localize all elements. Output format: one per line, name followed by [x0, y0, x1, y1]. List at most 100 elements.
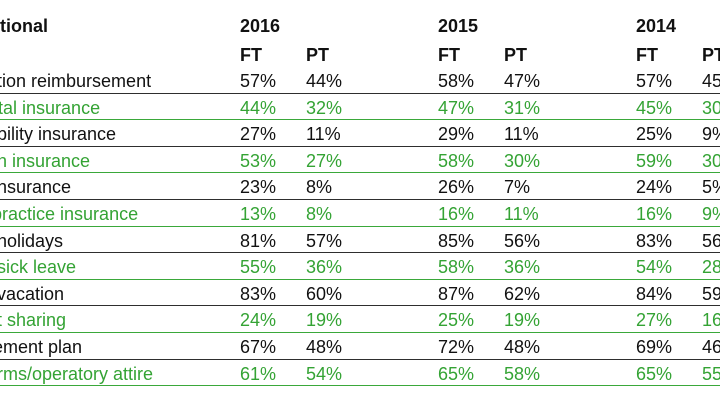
row-label: ofit sharing: [0, 310, 67, 331]
table-row: id vacation 83% 60% 87% 62% 84% 59: [0, 280, 720, 307]
value-pt-2016: 54%: [306, 363, 343, 384]
row-label: id holidays: [0, 230, 64, 251]
value-pt-2015: 56%: [504, 230, 541, 251]
value-ft-2016: 61%: [240, 363, 277, 384]
table-row: id holidays 81% 57% 85% 56% 83% 56: [0, 227, 720, 254]
value-pt-2015: 36%: [504, 257, 541, 278]
value-pt-2015: 48%: [504, 337, 541, 357]
value-ft-2016: 81%: [240, 230, 277, 251]
value-pt-2014: 59: [702, 283, 720, 304]
value-ft-2015: 65%: [438, 363, 475, 384]
year-2016-header: 2016: [240, 16, 281, 36]
value-pt-2016: 11%: [306, 124, 341, 145]
row-label: e insurance: [0, 177, 72, 198]
value-ft-2014: 84%: [636, 283, 673, 304]
value-ft-2014: 59%: [636, 150, 673, 171]
value-pt-2015: 62%: [504, 283, 541, 304]
value-ft-2016: 55%: [240, 257, 277, 278]
pt-header-2014: PT: [702, 45, 720, 65]
table-row: ental insurance 44% 32% 47% 31% 45% 30: [0, 94, 720, 121]
pt-header-2016: PT: [306, 45, 330, 65]
row-label: tuition reimbursement: [0, 71, 152, 91]
value-ft-2015: 47%: [438, 97, 475, 118]
table-row: alth insurance 53% 27% 58% 30% 59% 30: [0, 147, 720, 174]
value-ft-2015: 72%: [438, 337, 475, 357]
value-ft-2015: 25%: [438, 310, 475, 331]
value-ft-2014: 27%: [636, 310, 673, 331]
value-pt-2015: 30%: [504, 150, 541, 171]
value-pt-2014: 16: [702, 310, 720, 331]
value-pt-2014: 45: [702, 71, 720, 91]
value-ft-2015: 29%: [438, 124, 475, 145]
value-ft-2016: 27%: [240, 124, 277, 145]
value-ft-2015: 58%: [438, 257, 475, 278]
row-label: iforms/operatory attire: [0, 363, 154, 384]
value-ft-2016: 44%: [240, 97, 277, 118]
value-pt-2014: 9%: [702, 124, 720, 145]
value-ft-2014: 83%: [636, 230, 673, 251]
value-ft-2015: 58%: [438, 150, 475, 171]
table-row: e insurance 23% 8% 26% 7% 24% 5%: [0, 173, 720, 200]
value-ft-2014: 45%: [636, 97, 673, 118]
value-pt-2016: 60%: [306, 283, 343, 304]
row-label: alpractice insurance: [0, 204, 139, 224]
value-pt-2014: 46: [702, 337, 720, 357]
ft-header-2015: FT: [438, 45, 460, 65]
value-ft-2014: 65%: [636, 363, 673, 384]
row-label: alth insurance: [0, 150, 91, 171]
value-pt-2015: 7%: [504, 177, 531, 198]
value-ft-2016: 13%: [240, 204, 277, 224]
value-pt-2016: 8%: [306, 204, 333, 224]
row-label: tirement plan: [0, 337, 83, 357]
value-pt-2016: 57%: [306, 230, 343, 251]
value-ft-2015: 85%: [438, 230, 475, 251]
value-pt-2016: 27%: [306, 150, 343, 171]
value-pt-2014: 30: [702, 97, 720, 118]
value-pt-2014: 5%: [702, 177, 720, 198]
value-ft-2016: 53%: [240, 150, 277, 171]
value-ft-2014: 16%: [636, 204, 673, 224]
table-row: id sick leave 55% 36% 58% 36% 54% 28: [0, 253, 720, 280]
value-ft-2014: 69%: [636, 337, 673, 357]
value-ft-2015: 16%: [438, 204, 475, 224]
row-label: sability insurance: [0, 124, 117, 145]
ft-header-2014: FT: [636, 45, 658, 65]
value-ft-2016: 24%: [240, 310, 277, 331]
table-row: iforms/operatory attire 61% 54% 65% 58% 65% 55: [0, 360, 720, 387]
value-pt-2014: 28: [702, 257, 720, 278]
value-pt-2015: 47%: [504, 71, 541, 91]
value-pt-2016: 36%: [306, 257, 343, 278]
value-pt-2016: 8%: [306, 177, 333, 198]
table-row: ofit sharing 24% 19% 25% 19% 27% 16: [0, 306, 720, 333]
value-ft-2014: 24%: [636, 177, 673, 198]
value-ft-2016: 67%: [240, 337, 277, 357]
pt-header-2015: PT: [504, 45, 528, 65]
value-pt-2014: 9%: [702, 204, 720, 224]
table-row: tirement plan 67% 48% 72% 48% 69% 46: [0, 333, 720, 360]
value-ft-2016: 57%: [240, 71, 277, 91]
value-ft-2015: 26%: [438, 177, 475, 198]
value-pt-2016: 44%: [306, 71, 343, 91]
table-row: alpractice insurance 13% 8% 16% 11% 16% 9%: [0, 200, 720, 227]
value-pt-2015: 31%: [504, 97, 541, 118]
value-pt-2016: 19%: [306, 310, 343, 331]
year-2014-header: 2014: [636, 16, 677, 36]
value-pt-2015: 11%: [504, 204, 539, 224]
row-label: ental insurance: [0, 97, 101, 118]
section-title: tional: [0, 16, 48, 36]
value-ft-2014: 54%: [636, 257, 673, 278]
value-ft-2015: 87%: [438, 283, 475, 304]
value-pt-2015: 58%: [504, 363, 541, 384]
value-pt-2014: 30: [702, 150, 720, 171]
value-ft-2014: 57%: [636, 71, 673, 91]
value-pt-2015: 19%: [504, 310, 541, 331]
value-pt-2016: 32%: [306, 97, 343, 118]
value-pt-2016: 48%: [306, 337, 343, 357]
year-2015-header: 2015: [438, 16, 479, 36]
value-pt-2014: 56: [702, 230, 720, 251]
row-label: id vacation: [0, 283, 65, 304]
value-ft-2016: 23%: [240, 177, 277, 198]
table-row: tuition reimbursement 57% 44% 58% 47% 57% 45: [0, 67, 720, 94]
value-pt-2015: 11%: [504, 124, 539, 145]
